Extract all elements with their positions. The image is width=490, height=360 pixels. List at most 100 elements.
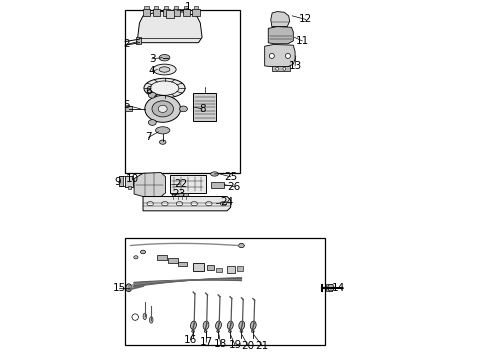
Ellipse shape: [149, 317, 153, 323]
Bar: [119, 176, 123, 186]
Polygon shape: [327, 285, 335, 291]
Bar: [128, 186, 130, 189]
Text: 23: 23: [172, 189, 185, 199]
Bar: [163, 9, 170, 16]
Ellipse shape: [179, 106, 187, 112]
Polygon shape: [272, 66, 290, 71]
Bar: [125, 10, 240, 173]
Bar: [125, 238, 325, 345]
Text: 13: 13: [289, 61, 302, 71]
Bar: [194, 6, 198, 9]
Text: 4: 4: [148, 66, 155, 76]
Circle shape: [276, 67, 279, 70]
Ellipse shape: [203, 321, 209, 329]
Polygon shape: [143, 197, 231, 211]
Polygon shape: [271, 12, 290, 27]
Text: 5: 5: [123, 100, 130, 110]
Bar: [173, 9, 180, 16]
Bar: [145, 6, 149, 9]
Bar: [125, 176, 133, 187]
Text: 24: 24: [220, 197, 234, 207]
Bar: [227, 266, 235, 273]
Bar: [157, 255, 168, 260]
Ellipse shape: [145, 95, 181, 122]
Circle shape: [286, 53, 291, 58]
Polygon shape: [172, 193, 188, 197]
Text: 8: 8: [199, 104, 205, 114]
Circle shape: [283, 67, 286, 70]
Bar: [237, 266, 243, 271]
Ellipse shape: [206, 202, 212, 206]
Text: 10: 10: [126, 174, 139, 184]
Ellipse shape: [239, 321, 245, 329]
Text: 11: 11: [295, 36, 309, 46]
Text: 17: 17: [200, 337, 213, 347]
Ellipse shape: [158, 105, 167, 112]
Polygon shape: [138, 10, 202, 43]
Bar: [183, 9, 190, 16]
Text: 3: 3: [148, 54, 155, 64]
Text: 22: 22: [174, 179, 187, 189]
Bar: [184, 6, 189, 9]
Ellipse shape: [148, 120, 156, 125]
Ellipse shape: [144, 78, 185, 98]
Bar: [207, 265, 214, 270]
Ellipse shape: [250, 321, 256, 329]
Bar: [174, 6, 178, 9]
Text: 25: 25: [224, 172, 237, 182]
Ellipse shape: [220, 202, 227, 206]
Ellipse shape: [228, 330, 231, 333]
Bar: [326, 284, 332, 291]
Text: 16: 16: [184, 335, 197, 345]
Ellipse shape: [134, 256, 138, 259]
Ellipse shape: [176, 202, 183, 206]
Ellipse shape: [162, 202, 168, 206]
Ellipse shape: [152, 101, 173, 117]
Text: 9: 9: [115, 177, 122, 187]
Bar: [211, 182, 223, 188]
Ellipse shape: [159, 140, 166, 144]
Ellipse shape: [126, 284, 132, 292]
Ellipse shape: [216, 321, 221, 329]
Bar: [143, 9, 150, 16]
Text: 6: 6: [145, 86, 152, 96]
Ellipse shape: [155, 127, 170, 134]
Bar: [170, 175, 206, 193]
Polygon shape: [265, 45, 295, 67]
Circle shape: [270, 53, 274, 58]
Text: 15: 15: [112, 283, 126, 293]
Ellipse shape: [192, 330, 195, 333]
Ellipse shape: [148, 93, 156, 98]
Ellipse shape: [153, 64, 176, 75]
Text: 18: 18: [214, 339, 227, 349]
Text: 7: 7: [145, 132, 152, 143]
Bar: [166, 10, 174, 18]
Ellipse shape: [143, 313, 147, 320]
Text: 2: 2: [123, 40, 130, 49]
Text: 14: 14: [331, 283, 344, 293]
Bar: [193, 9, 199, 16]
Text: 12: 12: [299, 14, 313, 24]
Text: 1: 1: [184, 2, 191, 12]
Text: 19: 19: [228, 340, 242, 350]
Ellipse shape: [251, 330, 254, 333]
Text: 21: 21: [256, 341, 269, 351]
Ellipse shape: [191, 202, 197, 206]
Ellipse shape: [211, 172, 219, 176]
Bar: [136, 37, 141, 44]
Bar: [168, 258, 178, 263]
Ellipse shape: [191, 321, 196, 329]
Bar: [153, 9, 160, 16]
Ellipse shape: [150, 81, 179, 95]
Polygon shape: [134, 172, 166, 197]
Ellipse shape: [239, 243, 245, 248]
Ellipse shape: [227, 321, 233, 329]
Ellipse shape: [204, 330, 207, 333]
Text: 20: 20: [241, 341, 254, 351]
Bar: [193, 93, 217, 121]
Ellipse shape: [240, 330, 243, 333]
Bar: [178, 262, 187, 266]
Bar: [164, 6, 169, 9]
Bar: [125, 106, 132, 111]
Polygon shape: [268, 27, 294, 44]
